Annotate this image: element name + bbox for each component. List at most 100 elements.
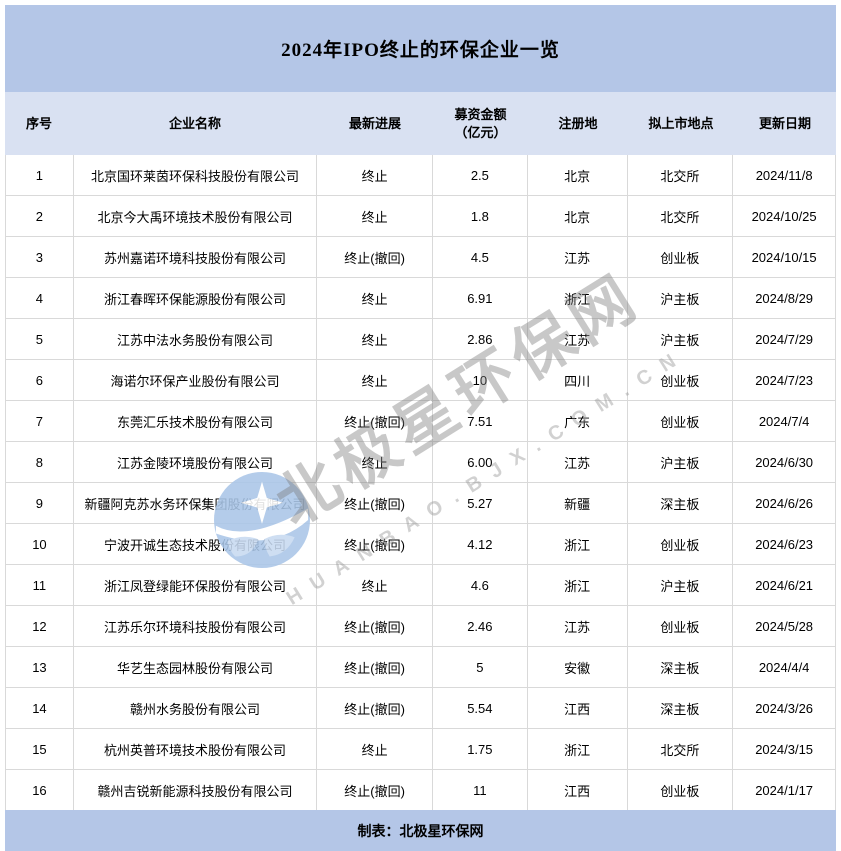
status-cell: 终止(撤回) [317,237,433,277]
title-bar: 2024年IPO终止的环保企业一览 [5,5,836,92]
amount-cell: 11 [433,770,528,810]
table-row: 14 赣州水务股份有限公司 终止(撤回) 5.54 江西 深主板 2024/3/26 [6,688,835,729]
update-date-cell: 2024/3/15 [755,741,814,757]
table-row: 13 华艺生态园林股份有限公司 终止(撤回) 5 安徽 深主板 2024/4/4 [6,647,835,688]
update-date-cell: 2024/5/28 [755,618,814,634]
company-name-cell: 杭州英普环境技术股份有限公司 [74,729,318,769]
update-date-cell: 2024/3/26 [755,700,814,716]
table-row: 8 江苏金陵环境股份有限公司 终止 6.00 江苏 沪主板 2024/6/30 [6,442,835,483]
amount-cell: 5.27 [433,483,528,523]
index-cell: 1 [6,155,74,195]
region-cell: 安徽 [528,647,628,687]
listing-venue-cell: 沪主板 [628,319,734,359]
page-title: 2024年IPO终止的环保企业一览 [281,40,560,61]
index-cell: 11 [6,565,74,605]
index-cell: 14 [6,688,74,728]
amount-cell: 5.54 [433,688,528,728]
status-cell: 终止 [317,729,433,769]
index-cell: 10 [6,524,74,564]
column-header-amount: 募资金额 （亿元） [454,106,507,140]
amount-cell: 7.51 [433,401,528,441]
amount-cell: 6.00 [433,442,528,482]
listing-venue-cell: 沪主板 [628,278,734,318]
company-name-cell: 江苏中法水务股份有限公司 [74,319,318,359]
table-row: 10 宁波开诚生态技术股份有限公司 终止(撤回) 4.12 浙江 创业板 2024/6/23 [6,524,835,565]
status-cell: 终止 [317,278,433,318]
footer-bar: 制表：北极星环保网 [5,810,836,851]
amount-cell: 1.75 [433,729,528,769]
company-name-cell: 赣州水务股份有限公司 [74,688,318,728]
company-name-cell: 东莞汇乐技术股份有限公司 [74,401,318,441]
index-cell: 13 [6,647,74,687]
region-cell: 浙江 [528,524,628,564]
listing-venue-cell: 北交所 [628,729,734,769]
region-cell: 江苏 [528,319,628,359]
region-cell: 江苏 [528,442,628,482]
update-date-cell: 2024/7/29 [755,331,814,347]
status-cell: 终止 [317,155,433,195]
amount-cell: 4.6 [433,565,528,605]
index-cell: 4 [6,278,74,318]
listing-venue-cell: 沪主板 [628,565,734,605]
table-row: 2 北京今大禹环境技术股份有限公司 终止 1.8 北京 北交所 2024/10/25 [6,196,835,237]
table-row: 12 江苏乐尔环境科技股份有限公司 终止(撤回) 2.46 江苏 创业板 2024/5/28 [6,606,835,647]
status-cell: 终止(撤回) [317,606,433,646]
amount-cell: 1.8 [433,196,528,236]
listing-venue-cell: 北交所 [628,155,734,195]
region-cell: 江苏 [528,237,628,277]
status-cell: 终止 [317,319,433,359]
table-row: 6 海诺尔环保产业股份有限公司 终止 10 四川 创业板 2024/7/23 [6,360,835,401]
column-header-company-name: 企业名称 [168,115,221,131]
company-name-cell: 新疆阿克苏水务环保集团股份有限公司 [74,483,318,523]
amount-cell: 10 [433,360,528,400]
company-name-cell: 赣州吉锐新能源科技股份有限公司 [74,770,318,810]
region-cell: 北京 [528,196,628,236]
region-cell: 江西 [528,688,628,728]
update-date-cell: 2024/8/29 [755,290,814,306]
company-name-cell: 江苏乐尔环境科技股份有限公司 [74,606,318,646]
company-name-cell: 浙江春晖环保能源股份有限公司 [74,278,318,318]
amount-cell: 2.5 [433,155,528,195]
table-body: 1 北京国环莱茵环保科技股份有限公司 终止 2.5 北京 北交所 2024/11/8 2 北京今… [5,155,836,810]
listing-venue-cell: 沪主板 [628,442,734,482]
listing-venue-cell: 北交所 [628,196,734,236]
index-cell: 7 [6,401,74,441]
update-date-cell: 2024/6/21 [755,577,814,593]
index-cell: 2 [6,196,74,236]
table-row: 4 浙江春晖环保能源股份有限公司 终止 6.91 浙江 沪主板 2024/8/29 [6,278,835,319]
company-name-cell: 海诺尔环保产业股份有限公司 [74,360,318,400]
region-cell: 浙江 [528,278,628,318]
status-cell: 终止(撤回) [317,401,433,441]
company-name-cell: 北京国环莱茵环保科技股份有限公司 [74,155,318,195]
table-row: 9 新疆阿克苏水务环保集团股份有限公司 终止(撤回) 5.27 新疆 深主板 2024/6/… [6,483,835,524]
column-header-region: 注册地 [558,115,598,131]
status-cell: 终止(撤回) [317,524,433,564]
region-cell: 江苏 [528,606,628,646]
company-name-cell: 浙江凤登绿能环保股份有限公司 [74,565,318,605]
index-cell: 5 [6,319,74,359]
update-date-cell: 2024/1/17 [755,782,814,798]
update-date-cell: 2024/7/23 [755,372,814,388]
update-date-cell: 2024/10/25 [751,208,817,224]
table-header-row: 序号 企业名称 最新进展 募资金额 （亿元） 注册地 拟上市地点 更新日期 [5,92,836,155]
amount-cell: 4.12 [433,524,528,564]
table-row: 15 杭州英普环境技术股份有限公司 终止 1.75 浙江 北交所 2024/3/15 [6,729,835,770]
listing-venue-cell: 深主板 [628,483,734,523]
company-name-cell: 华艺生态园林股份有限公司 [74,647,318,687]
listing-venue-cell: 创业板 [628,401,734,441]
listing-venue-cell: 深主板 [628,647,734,687]
table-row: 5 江苏中法水务股份有限公司 终止 2.86 江苏 沪主板 2024/7/29 [6,319,835,360]
update-date-cell: 2024/4/4 [758,659,810,675]
amount-cell: 2.86 [433,319,528,359]
update-date-cell: 2024/6/23 [755,536,814,552]
region-cell: 四川 [528,360,628,400]
column-header-listing-venue: 拟上市地点 [648,115,714,131]
listing-venue-cell: 创业板 [628,237,734,277]
table-sheet: 2024年IPO终止的环保企业一览 序号 企业名称 最新进展 募资金额 （亿元） 注册地… [5,5,836,851]
status-cell: 终止 [317,442,433,482]
table-row: 7 东莞汇乐技术股份有限公司 终止(撤回) 7.51 广东 创业板 2024/7/4 [6,401,835,442]
status-cell: 终止 [317,196,433,236]
status-cell: 终止(撤回) [317,647,433,687]
status-cell: 终止 [317,360,433,400]
index-cell: 12 [6,606,74,646]
